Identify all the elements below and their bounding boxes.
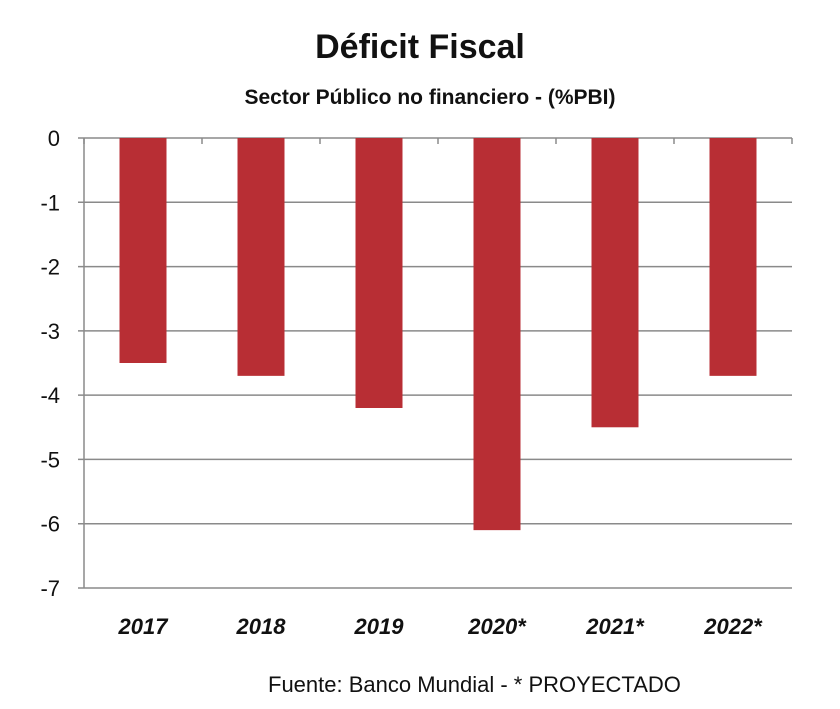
bar-2019 <box>355 138 403 408</box>
y-tick-label: -3 <box>40 319 60 344</box>
y-tick-label: -7 <box>40 576 60 601</box>
x-tick-label: 2021* <box>585 614 645 639</box>
bar-2021 <box>591 138 639 428</box>
chart-source-note: Fuente: Banco Mundial - * PROYECTADO <box>268 672 681 697</box>
x-tick-label: 2018 <box>236 614 287 639</box>
chart-title: Déficit Fiscal <box>315 28 525 66</box>
y-tick-label: -4 <box>40 383 60 408</box>
y-tick-label: -5 <box>40 447 60 472</box>
y-tick-label: -2 <box>40 255 60 280</box>
y-tick-label: 0 <box>48 126 60 151</box>
x-tick-label: 2019 <box>354 614 405 639</box>
y-tick-label: -1 <box>40 190 60 215</box>
x-tick-label: 2022* <box>703 614 763 639</box>
x-tick-label: 2020* <box>467 614 527 639</box>
y-tick-label: -6 <box>40 512 60 537</box>
chart-subtitle: Sector Público no financiero - (%PBI) <box>244 86 616 109</box>
bar-2017 <box>119 138 167 363</box>
x-tick-label: 2017 <box>118 614 170 639</box>
bar-2022 <box>709 138 757 376</box>
bar-2018 <box>237 138 285 376</box>
bar-2020 <box>473 138 521 531</box>
